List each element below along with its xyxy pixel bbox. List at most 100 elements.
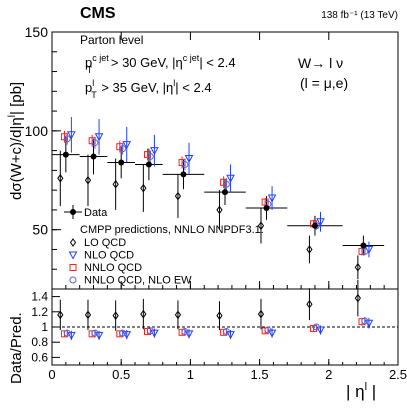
data-point	[222, 189, 228, 196]
jet-cut-label: pc jet T > 30 GeV, |ηc jet| < 2.4	[85, 53, 236, 75]
lep-cut-p: p	[85, 80, 92, 95]
process-sublabel: (l = μ,e)	[300, 75, 348, 91]
y-label-sup: l	[7, 115, 18, 117]
lep-cut-tail: | < 2.4	[175, 80, 211, 95]
prediction-marker	[119, 145, 127, 153]
y-axis-label-bottom: Data/Pred.	[8, 312, 25, 384]
ratio-marker	[267, 329, 277, 338]
prediction-marker	[57, 173, 64, 183]
x-label-tail: |	[367, 382, 376, 401]
luminosity-label: 138 fb⁻¹ (13 TeV)	[321, 10, 398, 21]
x-tick-label: 0.5	[112, 367, 130, 382]
prediction-marker	[216, 205, 223, 215]
ratio-marker	[226, 331, 235, 340]
top-panel-marks	[52, 117, 385, 280]
jet-cut-eta-sup: c jet	[183, 53, 200, 63]
ratio-marker	[63, 329, 71, 337]
lep-cut-p-sub: T	[91, 90, 97, 100]
x-tick-label: 2	[325, 367, 332, 382]
x-label-main: | η	[346, 382, 365, 401]
ratio-marker	[216, 311, 223, 320]
process-label: W→ l ν	[298, 55, 343, 71]
ratio-marker	[354, 293, 361, 303]
ratio-marker	[257, 309, 265, 319]
data-point	[90, 153, 97, 160]
y-label-main: dσ(W+c)/d|η	[8, 117, 25, 200]
jet-cut-p: p	[85, 55, 92, 70]
data-point	[118, 159, 125, 166]
data-point	[145, 161, 152, 168]
ratio-marker	[181, 328, 189, 336]
prediction-marker	[316, 218, 325, 227]
data-point	[180, 171, 187, 178]
legend-marker	[69, 238, 77, 247]
prediction-marker	[122, 141, 132, 150]
ratio-marker	[264, 326, 272, 334]
ratio-marker	[361, 317, 369, 325]
prediction-marker	[184, 155, 194, 164]
prediction-marker	[84, 175, 92, 185]
legend: Data CMPP predictions, NNLO NNPDF3.1: LO…	[64, 205, 264, 287]
x-tick-label: 1.5	[251, 367, 269, 382]
legend-series-label: NNLO QCD	[84, 262, 142, 274]
jet-cut-p-sub: T	[87, 65, 93, 75]
prediction-marker	[67, 131, 76, 140]
legend-series-label: LO QCD	[84, 237, 126, 249]
ratio-marker	[316, 326, 325, 335]
data-point	[360, 242, 367, 249]
legend-marker	[69, 264, 77, 271]
prediction-marker	[174, 191, 182, 201]
legend-marker	[69, 276, 77, 284]
ratio-marker	[91, 329, 99, 337]
ratio-marker	[146, 327, 154, 335]
y-tick-label-bottom: 1.2	[31, 305, 48, 319]
lep-cut-eta-sup: l	[173, 78, 175, 88]
y-tick-label-bottom: 0.6	[31, 350, 48, 364]
prediction-marker	[94, 133, 104, 142]
legend-series-label: NLO QCD	[84, 250, 134, 262]
y-tick-label-top: 50	[32, 222, 48, 238]
data-point	[311, 222, 318, 229]
ratio-marker	[84, 310, 92, 320]
y-tick-label-top: 100	[25, 123, 49, 139]
prediction-marker	[354, 262, 361, 272]
jet-cut-p-sup: c jet	[92, 53, 109, 63]
y-axis-label-top: dσ(W+c)/d|ηl| [pb]	[7, 82, 25, 200]
x-tick-label: 1	[187, 367, 194, 382]
ratio-marker	[312, 323, 320, 331]
ratio-marker	[222, 328, 230, 336]
legend-data-label: Data	[84, 207, 108, 219]
ratio-marker	[57, 310, 64, 320]
data-point	[263, 204, 270, 211]
y-tick-label-bottom: 1	[41, 320, 48, 334]
ratio-panel-marks	[57, 279, 374, 340]
prediction-marker	[306, 245, 313, 254]
y-tick-label-bottom: 0.8	[31, 335, 48, 349]
prediction-marker	[181, 160, 189, 168]
prediction-marker	[146, 153, 154, 161]
parton-level-label: Parton level	[80, 33, 143, 47]
jet-cut-text: > 30 GeV, |η	[107, 55, 183, 70]
x-axis-label: | ηl |	[346, 381, 376, 401]
lep-cut-p-sup: l	[92, 78, 94, 88]
ratio-marker	[140, 309, 147, 319]
ratio-marker	[306, 299, 313, 309]
ratio-marker	[174, 310, 182, 320]
lepton-cut-label: pl T > 35 GeV, |ηl| < 2.4	[85, 78, 212, 100]
prediction-marker	[361, 247, 369, 255]
prediction-marker	[257, 221, 265, 231]
y-label-tail: | [pb]	[8, 82, 25, 115]
legend-marker	[68, 251, 78, 260]
prediction-marker	[150, 147, 159, 156]
prediction-marker	[226, 174, 235, 183]
prediction-marker	[91, 139, 99, 147]
jet-cut-tail: | < 2.4	[199, 55, 235, 70]
y-tick-label-bottom: 1.4	[31, 290, 48, 304]
ratio-marker	[119, 329, 127, 337]
prediction-marker	[112, 179, 119, 189]
legend-series-label: NNLO QCD, NLO EW	[84, 275, 192, 287]
legend-data-marker	[70, 209, 76, 215]
